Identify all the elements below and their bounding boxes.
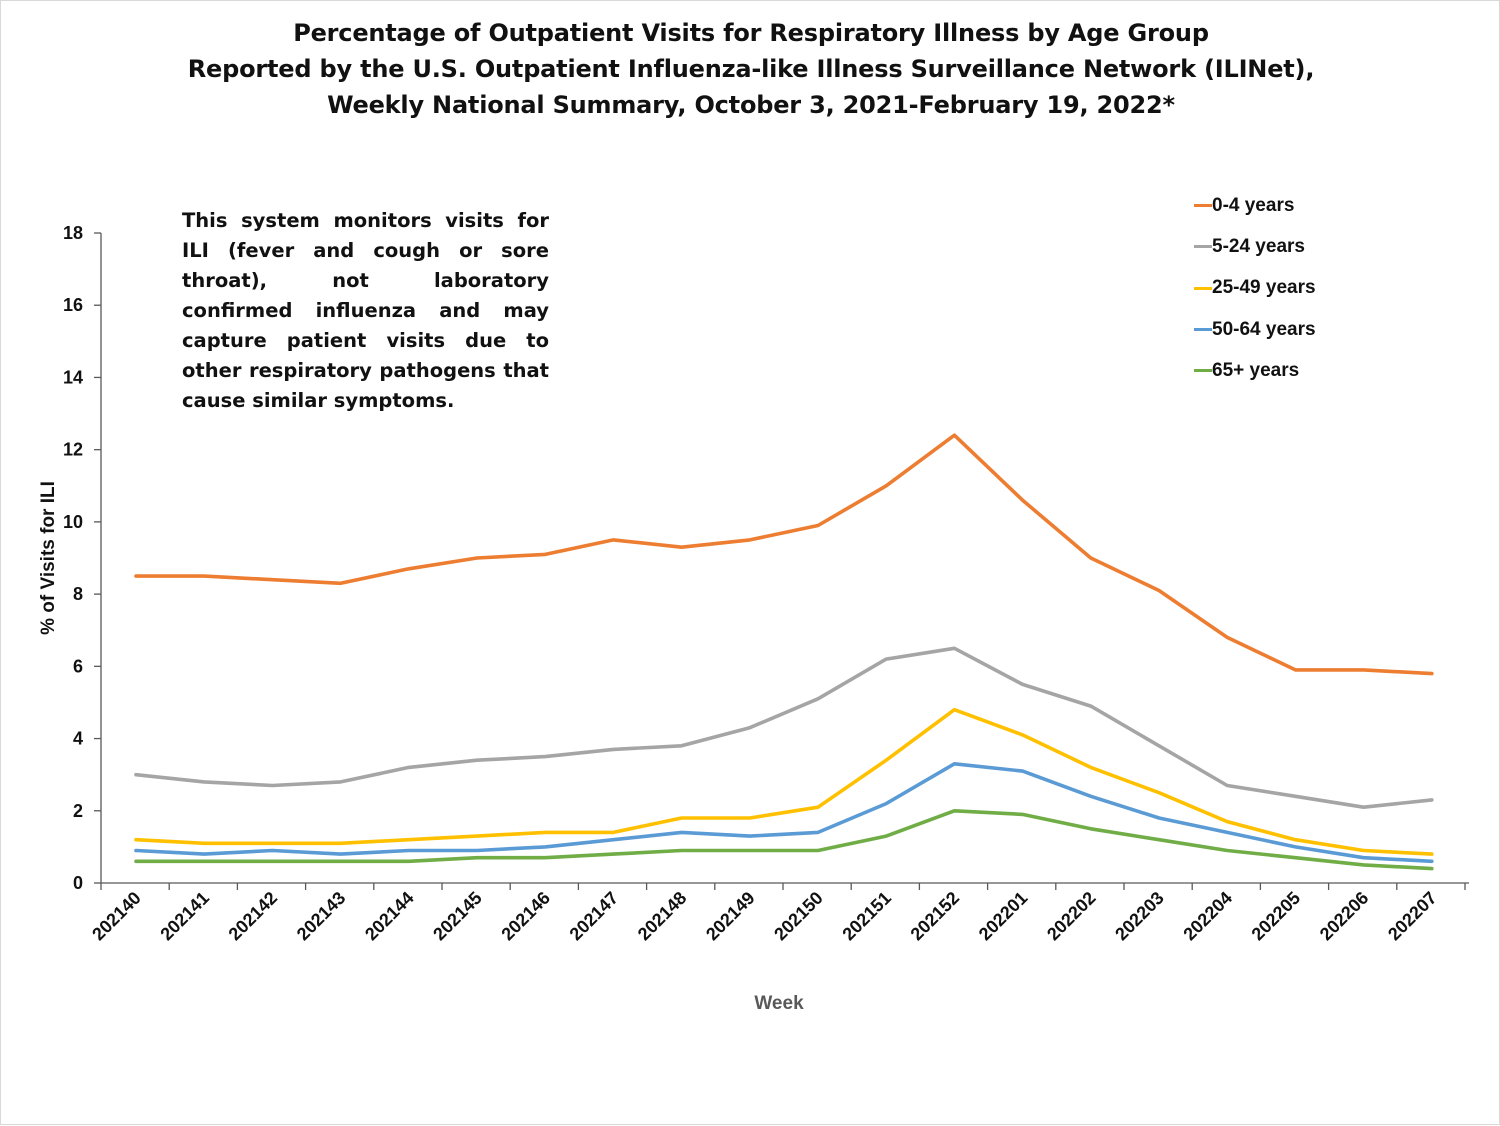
x-tick-label: 202150 <box>770 888 827 945</box>
chart-title-line-3: Weekly National Summary, October 3, 2021… <box>327 91 1175 119</box>
x-tick-label: 202140 <box>88 888 145 945</box>
y-tick-label: 2 <box>73 801 83 821</box>
legend-item-65-plus: 65+ years <box>1194 350 1316 391</box>
legend-label-5-24: 5-24 years <box>1212 235 1305 257</box>
chart-series <box>134 433 1434 871</box>
y-tick-label: 16 <box>63 295 83 315</box>
x-tick-label: 202146 <box>497 888 554 945</box>
x-tick-label: 202201 <box>975 888 1032 945</box>
x-tick-label: 202144 <box>361 888 418 945</box>
surveillance-note: This system monitors visits for ILI (fev… <box>182 209 549 412</box>
chart-legend: 0-4 years 5-24 years 25-49 years 50-64 y… <box>1194 185 1316 391</box>
legend-swatch-50-64 <box>1194 328 1212 332</box>
legend-swatch-25-49 <box>1194 286 1212 290</box>
x-tick-label: 202203 <box>1111 888 1168 945</box>
y-tick-label: 14 <box>63 367 83 387</box>
y-tick-label: 8 <box>73 584 83 604</box>
series-line-25-49-years <box>134 707 1434 856</box>
legend-item-25-49: 25-49 years <box>1194 268 1316 309</box>
y-tick-label: 4 <box>73 729 83 749</box>
x-tick-label: 202148 <box>634 888 691 945</box>
legend-swatch-0-4 <box>1194 204 1212 208</box>
legend-label-25-49: 25-49 years <box>1212 277 1316 299</box>
y-tick-label: 6 <box>73 656 83 676</box>
x-tick-label: 202205 <box>1248 888 1305 945</box>
x-tick-label: 202206 <box>1316 888 1373 945</box>
x-tick-label: 202149 <box>702 888 759 945</box>
x-tick-label: 202143 <box>293 888 350 945</box>
x-tick-label: 202204 <box>1179 888 1236 945</box>
legend-label-50-64: 50-64 years <box>1212 318 1316 340</box>
x-tick-label: 202152 <box>907 888 964 945</box>
y-tick-label: 12 <box>63 440 83 460</box>
chart-title-line-1: Percentage of Outpatient Visits for Resp… <box>293 19 1209 47</box>
y-tick-label: 0 <box>73 873 83 893</box>
series-line-5-24-years <box>134 646 1434 810</box>
series-line-50-64-years <box>134 761 1434 864</box>
series-line-65-years <box>134 808 1434 871</box>
legend-label-0-4: 0-4 years <box>1212 194 1295 216</box>
x-tick-label: 202142 <box>225 888 282 945</box>
x-tick-label: 202141 <box>156 888 213 945</box>
x-axis-title: Week <box>754 993 804 1014</box>
chart-title-line-2: Reported by the U.S. Outpatient Influenz… <box>187 55 1315 83</box>
legend-item-50-64: 50-64 years <box>1194 309 1316 350</box>
legend-label-65-plus: 65+ years <box>1212 359 1300 381</box>
y-tick-label: 18 <box>63 223 83 243</box>
x-tick-label: 202145 <box>429 888 486 945</box>
series-line-0-4-years <box>134 433 1434 676</box>
y-tick-label: 10 <box>63 512 83 532</box>
x-tick-label: 202151 <box>838 888 895 945</box>
legend-swatch-65-plus <box>1194 369 1212 373</box>
legend-item-0-4: 0-4 years <box>1194 185 1316 226</box>
legend-item-5-24: 5-24 years <box>1194 226 1316 267</box>
x-tick-label: 202147 <box>566 888 623 945</box>
x-tick-label: 202207 <box>1384 888 1441 945</box>
legend-swatch-5-24 <box>1194 245 1212 249</box>
y-axis-title: % of Visits for ILI <box>38 481 59 635</box>
x-tick-label: 202202 <box>1043 888 1100 945</box>
